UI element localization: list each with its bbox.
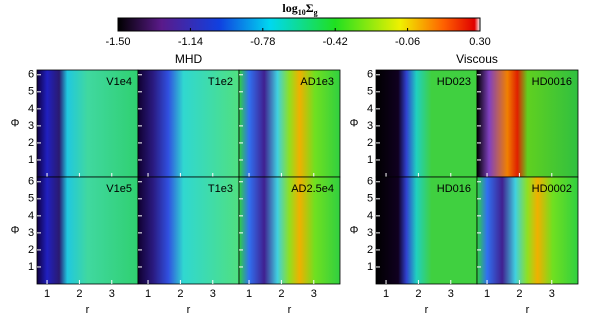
y-tick-label: 3 [367, 120, 373, 132]
x-axis-label: r [425, 304, 429, 316]
y-tick-label: 1 [28, 261, 34, 273]
panel-label: HD023 [437, 76, 471, 88]
title-part: Σ [306, 1, 314, 15]
title-part: 10 [298, 8, 306, 17]
panel-image [238, 69, 341, 178]
panel-image [137, 176, 240, 285]
x-tick-label: 1 [44, 288, 50, 300]
panel-image [238, 176, 341, 285]
x-tick-label: 1 [383, 288, 389, 300]
y-tick-label: 5 [28, 193, 34, 205]
y-tick-label: 1 [367, 154, 373, 166]
panel-label: V1e4 [106, 76, 132, 88]
y-tick-label: 4 [367, 210, 373, 222]
y-axis-label: Φ [11, 117, 20, 129]
x-tick-label: 3 [210, 288, 216, 300]
panel-label: T1e2 [208, 76, 233, 88]
x-tick-label: 2 [516, 288, 522, 300]
y-tick-label: 2 [28, 137, 34, 149]
x-tick-label: 3 [109, 288, 115, 300]
y-tick-label: 5 [28, 86, 34, 98]
colorbar-tick-label: -0.06 [395, 36, 420, 48]
colorbar-tick-label: -0.78 [250, 36, 275, 48]
panel-label: V1e5 [106, 183, 132, 195]
y-tick-label: 3 [367, 227, 373, 239]
x-axis-label: r [86, 304, 90, 316]
colorbar-tick-label: -1.14 [178, 36, 203, 48]
y-tick-label: 5 [367, 193, 373, 205]
panel-label: HD016 [437, 183, 471, 195]
panel-image [476, 176, 579, 285]
y-axis-label: Φ [350, 117, 359, 129]
x-tick-label: 3 [311, 288, 317, 300]
x-tick-label: 2 [415, 288, 421, 300]
group-title: MHD [175, 52, 203, 66]
group-title: Viscous [456, 52, 498, 66]
y-tick-label: 1 [367, 261, 373, 273]
y-tick-label: 3 [28, 120, 34, 132]
panel-label: HD0002 [532, 183, 572, 195]
x-axis-label: r [526, 304, 530, 316]
y-axis-label: Φ [350, 224, 359, 236]
y-tick-label: 1 [28, 154, 34, 166]
panel-label: AD1e3 [300, 76, 334, 88]
title-part: g [314, 8, 318, 17]
x-tick-label: 1 [145, 288, 151, 300]
colorbar-tick-label: -0.42 [323, 36, 348, 48]
y-tick-label: 6 [367, 176, 373, 188]
panel-image [375, 176, 478, 285]
panel-label: AD2.5e4 [291, 183, 334, 195]
panel-image [476, 69, 579, 178]
x-tick-label: 2 [278, 288, 284, 300]
colorbar [117, 17, 481, 32]
x-tick-label: 2 [177, 288, 183, 300]
x-tick-label: 3 [549, 288, 555, 300]
y-tick-label: 2 [28, 244, 34, 256]
x-tick-label: 2 [76, 288, 82, 300]
y-tick-label: 3 [28, 227, 34, 239]
y-tick-label: 4 [367, 103, 373, 115]
panel-image [36, 176, 139, 285]
y-tick-label: 4 [28, 210, 34, 222]
colorbar-tick-label: -1.50 [105, 36, 130, 48]
colorbar-tick-label: 0.30 [469, 36, 490, 48]
colorbar-title: log10Σg [282, 1, 317, 18]
y-tick-label: 2 [367, 244, 373, 256]
panel-label: HD0016 [532, 76, 572, 88]
y-tick-label: 2 [367, 137, 373, 149]
x-axis-label: r [288, 304, 292, 316]
x-axis-label: r [187, 304, 191, 316]
panel-image [375, 69, 478, 178]
x-tick-label: 3 [448, 288, 454, 300]
y-axis-label: Φ [11, 224, 20, 236]
x-tick-label: 1 [484, 288, 490, 300]
y-tick-label: 6 [28, 69, 34, 81]
y-tick-label: 6 [28, 176, 34, 188]
y-tick-label: 4 [28, 103, 34, 115]
panel-label: T1e3 [208, 183, 233, 195]
y-tick-label: 6 [367, 69, 373, 81]
x-tick-label: 1 [246, 288, 252, 300]
y-tick-label: 5 [367, 86, 373, 98]
title-part: log [282, 1, 297, 15]
